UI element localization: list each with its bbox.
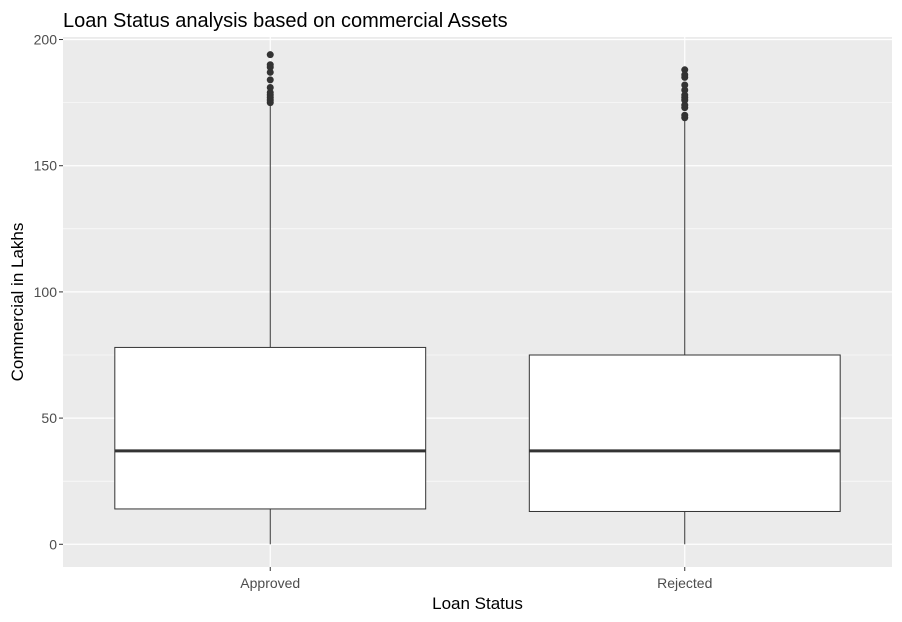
- box-iqr: [528, 354, 841, 512]
- outlier-point: [266, 83, 274, 91]
- outlier-point: [266, 51, 274, 59]
- box-approved: [114, 51, 427, 545]
- box-rejected: [528, 66, 841, 545]
- y-tick-label: 200: [34, 32, 58, 48]
- x-axis-title: Loan Status: [432, 594, 523, 613]
- y-axis-title: Commercial in Lakhs: [8, 223, 27, 382]
- chart-title: Loan Status analysis based on commercial…: [63, 10, 508, 32]
- x-tick-label: Rejected: [657, 575, 712, 591]
- y-tick-label: 50: [41, 410, 57, 426]
- y-tick-label: 0: [49, 536, 57, 552]
- outlier-point: [266, 68, 274, 76]
- y-axis: 0 50 100 150 200: [34, 32, 63, 552]
- outlier-point: [681, 91, 689, 99]
- x-axis: Approved Rejected: [240, 567, 712, 591]
- outlier-point: [266, 61, 274, 69]
- outlier-point: [266, 89, 274, 97]
- outlier-point: [681, 111, 689, 119]
- outlier-point: [266, 76, 274, 84]
- box-series: [114, 51, 841, 545]
- outlier-point: [681, 86, 689, 94]
- outlier-point: [681, 71, 689, 79]
- x-tick-label: Approved: [240, 575, 300, 591]
- y-tick-label: 100: [34, 284, 58, 300]
- outlier-point: [681, 81, 689, 89]
- outlier-point: [681, 101, 689, 109]
- outlier-point: [681, 66, 689, 74]
- y-tick-label: 150: [34, 158, 58, 174]
- box-iqr: [114, 346, 427, 510]
